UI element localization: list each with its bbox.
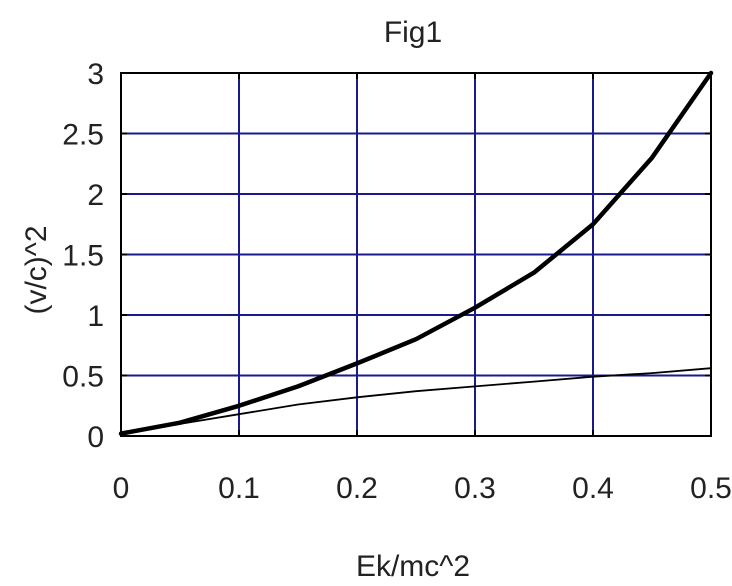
y-tick-label: 3: [87, 58, 104, 91]
y-axis-label: (v/c)^2: [20, 225, 53, 314]
tick-marks: [120, 72, 712, 437]
x-axis-label: Ek/mc^2: [356, 550, 470, 583]
chart-title: Fig1: [384, 16, 442, 49]
x-tick-label: 0.4: [572, 472, 614, 505]
y-tick-label: 2: [87, 179, 104, 212]
y-tick-label: 1.5: [62, 240, 104, 273]
x-tick-label: 0: [113, 472, 130, 505]
y-tick-label: 2.5: [62, 119, 104, 152]
x-tick-labels: 0 0.1 0.2 0.3 0.4 0.5: [113, 472, 732, 505]
y-tick-label: 0.5: [62, 361, 104, 394]
x-tick-label: 0.3: [454, 472, 496, 505]
y-tick-labels: 0 0.5 1 1.5 2 2.5 3: [62, 58, 104, 454]
series-layer: [118, 70, 714, 436]
x-tick-label: 0.5: [690, 472, 732, 505]
grid-lines: [121, 73, 711, 436]
series-line-2: [120, 367, 712, 435]
x-tick-label: 0.2: [336, 472, 378, 505]
x-tick-label: 0.1: [218, 472, 260, 505]
y-tick-label: 0: [87, 421, 104, 454]
series-line-1: [118, 70, 714, 436]
y-tick-label: 1: [87, 300, 104, 333]
